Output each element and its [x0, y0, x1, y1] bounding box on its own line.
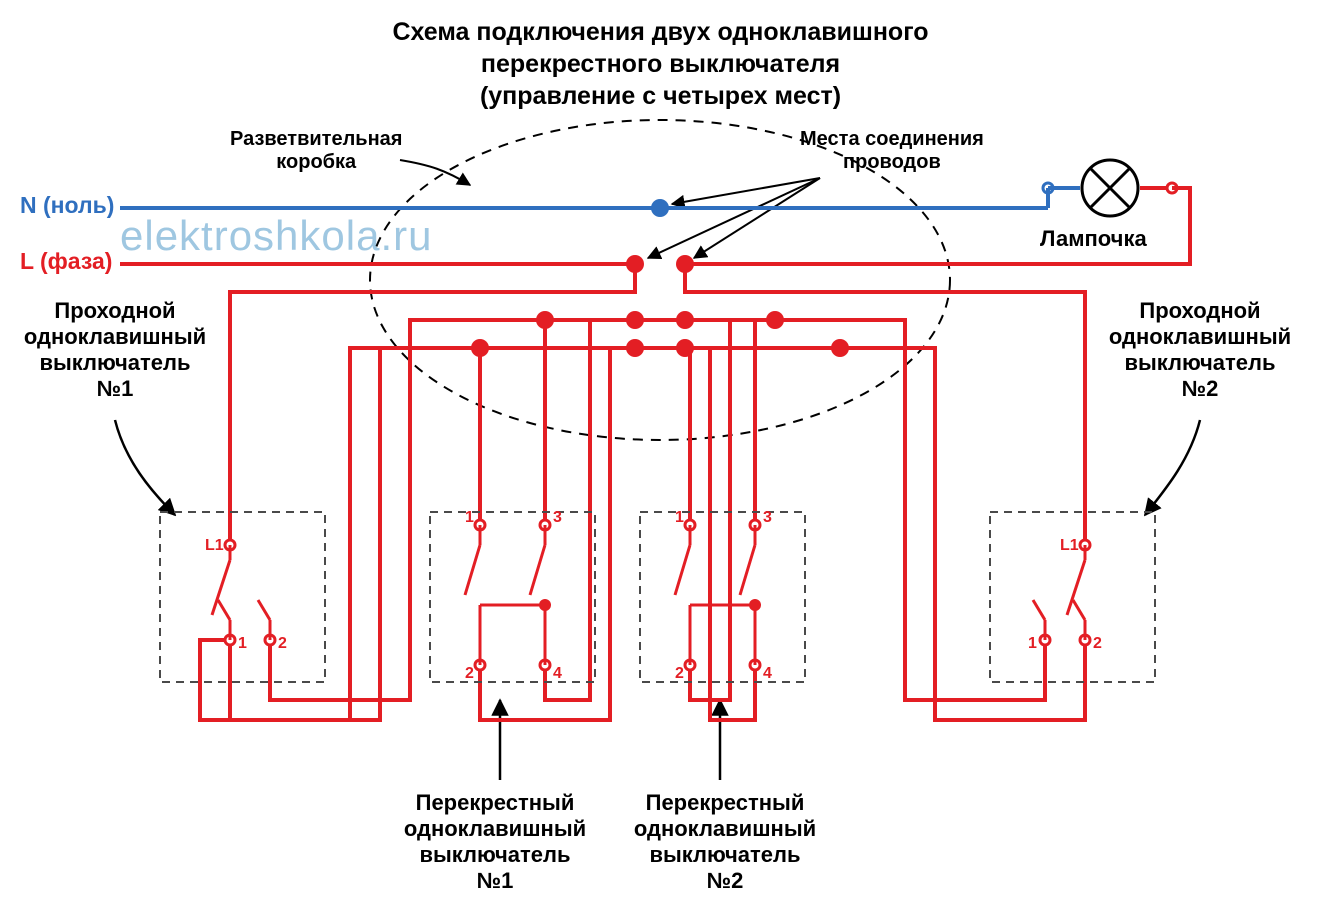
sw2-t2-label: 2: [1093, 635, 1102, 652]
c1-p1-label: 1: [465, 509, 474, 526]
c2-p1-label: 1: [675, 509, 684, 526]
cross2-box: [640, 512, 805, 682]
cross1-internals: [465, 520, 551, 670]
cross2-internals: [675, 520, 761, 670]
n-tap-dot: [651, 199, 669, 217]
sw1-t2-wire: [270, 320, 545, 700]
junction-box-ellipse: [370, 120, 950, 440]
sw1-t1-wire: [230, 348, 480, 720]
diagram-stage: Схема подключения двух одноклавишного пе…: [0, 0, 1321, 911]
wiring-svg: L1 1 2 L1 1 2 1 3 2 4 1 3 2 4: [0, 0, 1321, 911]
sw2-L1-label: L1: [1060, 537, 1079, 554]
c1-p2-label: 2: [465, 665, 474, 682]
cross1-box: [430, 512, 595, 682]
cross2-p3-riser: [755, 320, 775, 525]
sw2-t1-wire: [775, 320, 1045, 700]
sw1-internals: [212, 540, 275, 645]
sw2-t2-wire: [840, 348, 1085, 720]
sw2-t1-label: 1: [1028, 635, 1037, 652]
c2-p2-label: 2: [675, 665, 684, 682]
through1-arrow: [115, 420, 175, 515]
sw1-L1-label: L1: [205, 537, 224, 554]
sw1-t2-label: 2: [278, 635, 287, 652]
sw1-box: [160, 512, 325, 682]
sw1-t1-route: [230, 640, 480, 715]
through2-arrow: [1145, 420, 1200, 515]
lamp-icon: [1082, 160, 1138, 216]
sw1-t1-label: 1: [238, 635, 247, 652]
c2-p4-label: 4: [763, 665, 772, 682]
c1-p4-label: 4: [553, 665, 562, 682]
junction-box-arrow: [400, 160, 470, 185]
sw2-internals: [1033, 540, 1090, 645]
wire-l-to-sw2: [685, 264, 1085, 545]
c2-p3-label: 3: [763, 509, 772, 526]
wire-l-to-sw1: [230, 264, 635, 545]
joints-arrow-2: [648, 178, 820, 258]
c1-p3-label: 3: [553, 509, 562, 526]
